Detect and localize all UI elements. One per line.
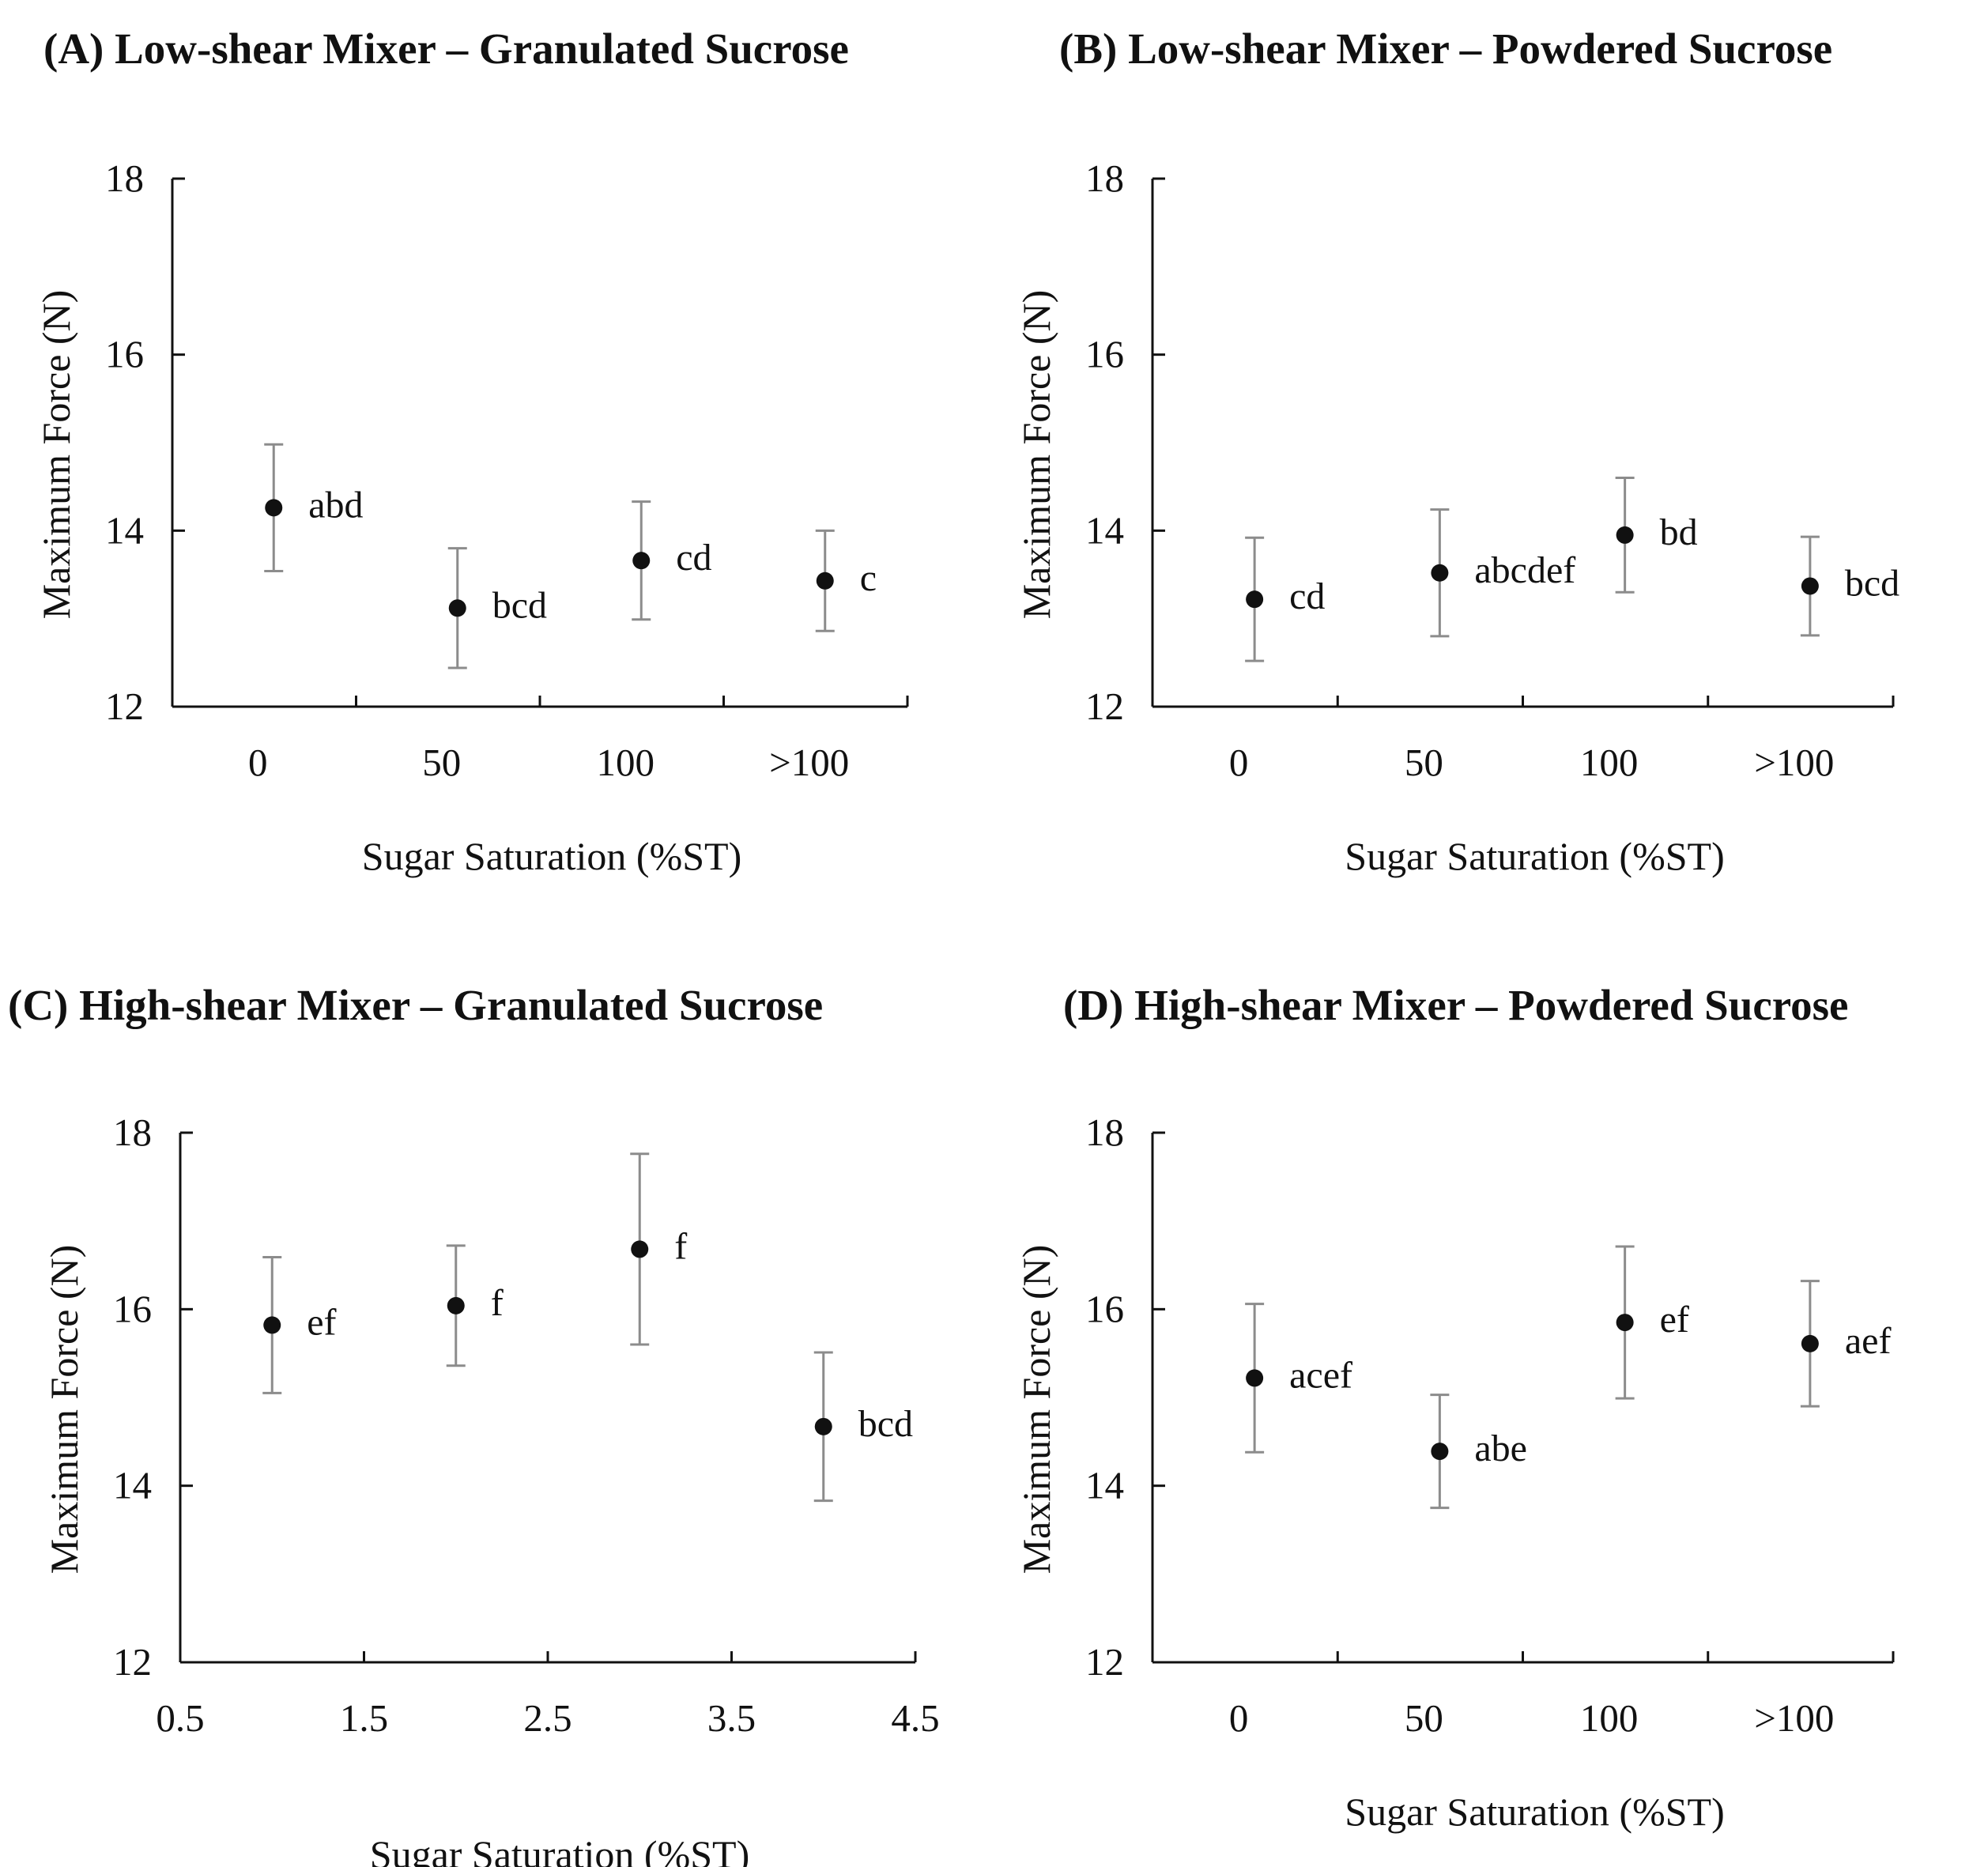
significance-label: cd xyxy=(676,537,711,579)
chart-panel-c: (C) High-shear Mixer – Granulated Sucros… xyxy=(8,981,940,1867)
significance-label: bcd xyxy=(492,584,547,626)
y-tick-label: 16 xyxy=(1085,1287,1124,1330)
y-tick-label: 12 xyxy=(1085,1640,1124,1684)
x-category-label: >100 xyxy=(1754,1696,1834,1740)
significance-label: abcdef xyxy=(1474,549,1575,591)
data-point xyxy=(263,1316,281,1334)
panel-title: (B) Low-shear Mixer – Powdered Sucrose xyxy=(1059,25,1832,73)
data-point xyxy=(1616,526,1634,544)
x-tick-label: 0.5 xyxy=(156,1696,204,1740)
y-tick-label: 16 xyxy=(1085,333,1124,376)
x-category-label: >100 xyxy=(1754,741,1834,784)
significance-label: c xyxy=(860,557,877,599)
x-category-label: 100 xyxy=(597,741,655,784)
chart-panel-b: (B) Low-shear Mixer – Powdered Sucrose 12… xyxy=(1014,25,1899,878)
x-tick-label: 3.5 xyxy=(707,1696,756,1740)
significance-label: ef xyxy=(1660,1299,1689,1341)
data-point xyxy=(448,599,466,617)
y-tick-label: 14 xyxy=(113,1464,152,1507)
data-point xyxy=(1431,564,1449,582)
significance-label: abe xyxy=(1474,1428,1527,1469)
chart-panel-d: (D) High-shear Mixer – Powdered Sucrose 1… xyxy=(1014,981,1895,1834)
x-category-label: 0 xyxy=(1229,741,1249,784)
data-point xyxy=(1246,1369,1264,1387)
y-tick-label: 14 xyxy=(1085,508,1124,552)
y-tick-label: 16 xyxy=(105,333,144,376)
significance-label: f xyxy=(674,1225,687,1267)
y-tick-label: 14 xyxy=(1085,1464,1124,1507)
y-tick-label: 18 xyxy=(105,157,144,200)
data-point xyxy=(1801,1334,1819,1352)
significance-label: aef xyxy=(1845,1320,1892,1362)
y-axis-title: Maximum Force (N) xyxy=(42,1245,86,1575)
x-category-label: 50 xyxy=(1405,1696,1443,1740)
y-tick-label: 14 xyxy=(105,508,144,552)
x-category-label: 0 xyxy=(248,741,268,784)
y-tick-label: 12 xyxy=(113,1640,152,1684)
x-category-label: 50 xyxy=(1405,741,1443,784)
y-axis-title: Maximum Force (N) xyxy=(34,290,78,620)
data-point xyxy=(447,1296,465,1314)
x-axis-title: Sugar Saturation (%ST) xyxy=(1345,1790,1724,1834)
data-point xyxy=(1246,590,1264,609)
y-tick-label: 18 xyxy=(1085,157,1124,200)
x-category-label: 100 xyxy=(1580,1696,1639,1740)
data-point xyxy=(814,1417,832,1435)
panel-title: (A) Low-shear Mixer – Granulated Sucrose xyxy=(43,25,849,73)
x-category-label: >100 xyxy=(769,741,849,784)
y-tick-label: 16 xyxy=(113,1287,152,1330)
x-tick-label: 1.5 xyxy=(340,1696,388,1740)
x-axis-title: Sugar Saturation (%ST) xyxy=(362,834,741,878)
significance-label: bcd xyxy=(858,1403,913,1445)
significance-label: bd xyxy=(1660,511,1698,553)
data-point xyxy=(265,499,283,517)
y-tick-label: 12 xyxy=(1085,685,1124,728)
y-axis-title: Maximum Force (N) xyxy=(1014,1245,1058,1575)
data-point xyxy=(631,1240,649,1258)
data-point xyxy=(1431,1443,1449,1461)
significance-label: abd xyxy=(308,484,363,526)
data-point xyxy=(816,571,834,590)
y-tick-label: 18 xyxy=(1085,1111,1124,1154)
significance-label: ef xyxy=(307,1301,336,1343)
data-point xyxy=(1801,577,1819,595)
x-category-label: 100 xyxy=(1580,741,1639,784)
chart-panel-a: (A) Low-shear Mixer – Granulated Sucrose… xyxy=(34,25,909,878)
data-point xyxy=(1616,1314,1634,1332)
significance-label: bcd xyxy=(1845,562,1899,604)
x-category-label: 50 xyxy=(422,741,461,784)
panel-title: (D) High-shear Mixer – Powdered Sucrose xyxy=(1063,981,1848,1029)
significance-label: acef xyxy=(1289,1354,1352,1396)
data-point xyxy=(632,552,651,570)
y-tick-label: 18 xyxy=(113,1111,152,1154)
x-tick-label: 2.5 xyxy=(523,1696,572,1740)
significance-label: f xyxy=(491,1282,504,1324)
x-axis-title: Sugar Saturation (%ST) xyxy=(370,1832,749,1867)
y-tick-label: 12 xyxy=(105,685,144,728)
x-axis-title: Sugar Saturation (%ST) xyxy=(1345,834,1724,878)
y-axis-title: Maximum Force (N) xyxy=(1014,290,1058,620)
x-tick-label: 4.5 xyxy=(891,1696,939,1740)
x-category-label: 0 xyxy=(1229,1696,1249,1740)
panel-title: (C) High-shear Mixer – Granulated Sucros… xyxy=(8,981,823,1029)
significance-label: cd xyxy=(1289,575,1325,617)
